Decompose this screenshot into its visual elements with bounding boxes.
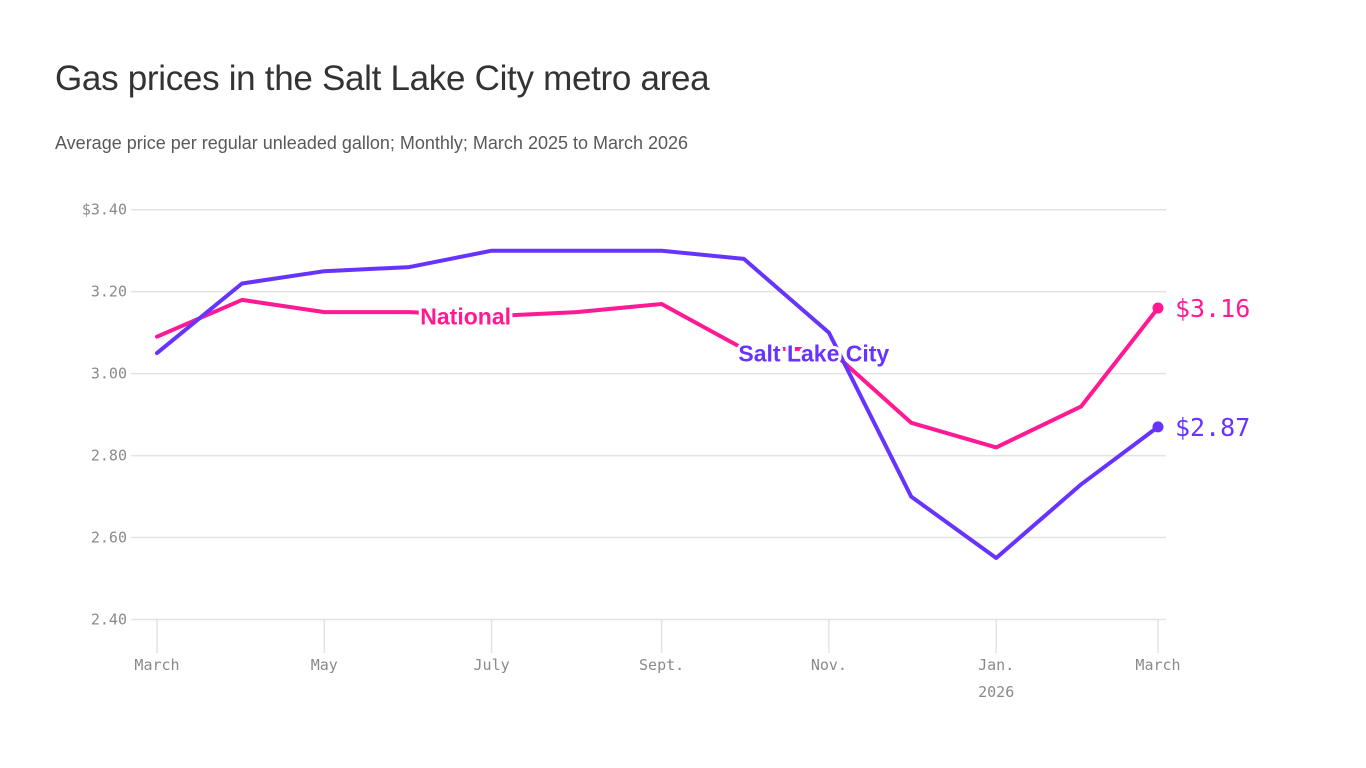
- y-tick-label: 3.00: [91, 365, 127, 383]
- series: [155, 248, 1164, 560]
- x-axis: March May July Sept. Nov. Jan. 2026 March: [134, 619, 1181, 701]
- series-label-national: National: [420, 303, 511, 329]
- x-tick-label: Nov.: [811, 656, 847, 674]
- gridlines: [131, 208, 1166, 621]
- x-tick-label: Jan.: [978, 656, 1014, 674]
- y-tick-label: $3.40: [82, 201, 127, 219]
- end-value-label-salt-lake-city: $2.87: [1175, 413, 1250, 442]
- y-tick-label: 3.20: [91, 283, 127, 301]
- series-labels: $3.16 $2.87 National Salt Lake City: [417, 294, 1250, 442]
- chart-subtitle: Average price per regular unleaded gallo…: [55, 133, 689, 153]
- series-label-salt-lake-city: Salt Lake City: [738, 340, 889, 366]
- x-tick-label: Sept.: [639, 656, 684, 674]
- end-point-national: [1152, 302, 1164, 314]
- series-line-salt-lake-city: [155, 248, 1160, 560]
- y-tick-label: 2.80: [91, 447, 127, 465]
- y-tick-label: 2.40: [91, 611, 127, 629]
- y-tick-label: 2.60: [91, 529, 127, 547]
- x-tick-sublabel: 2026: [978, 683, 1014, 701]
- x-tick-label: May: [311, 656, 338, 674]
- x-tick-label: March: [134, 656, 179, 674]
- chart-title: Gas prices in the Salt Lake City metro a…: [55, 59, 710, 98]
- x-tick-label: July: [474, 656, 510, 674]
- end-point-salt-lake-city: [1152, 421, 1164, 433]
- end-value-label-national: $3.16: [1175, 294, 1250, 323]
- x-tick-label: March: [1135, 656, 1180, 674]
- series-line-national: [155, 297, 1160, 450]
- y-axis: $3.40 3.20 3.00 2.80 2.60 2.40: [82, 201, 127, 629]
